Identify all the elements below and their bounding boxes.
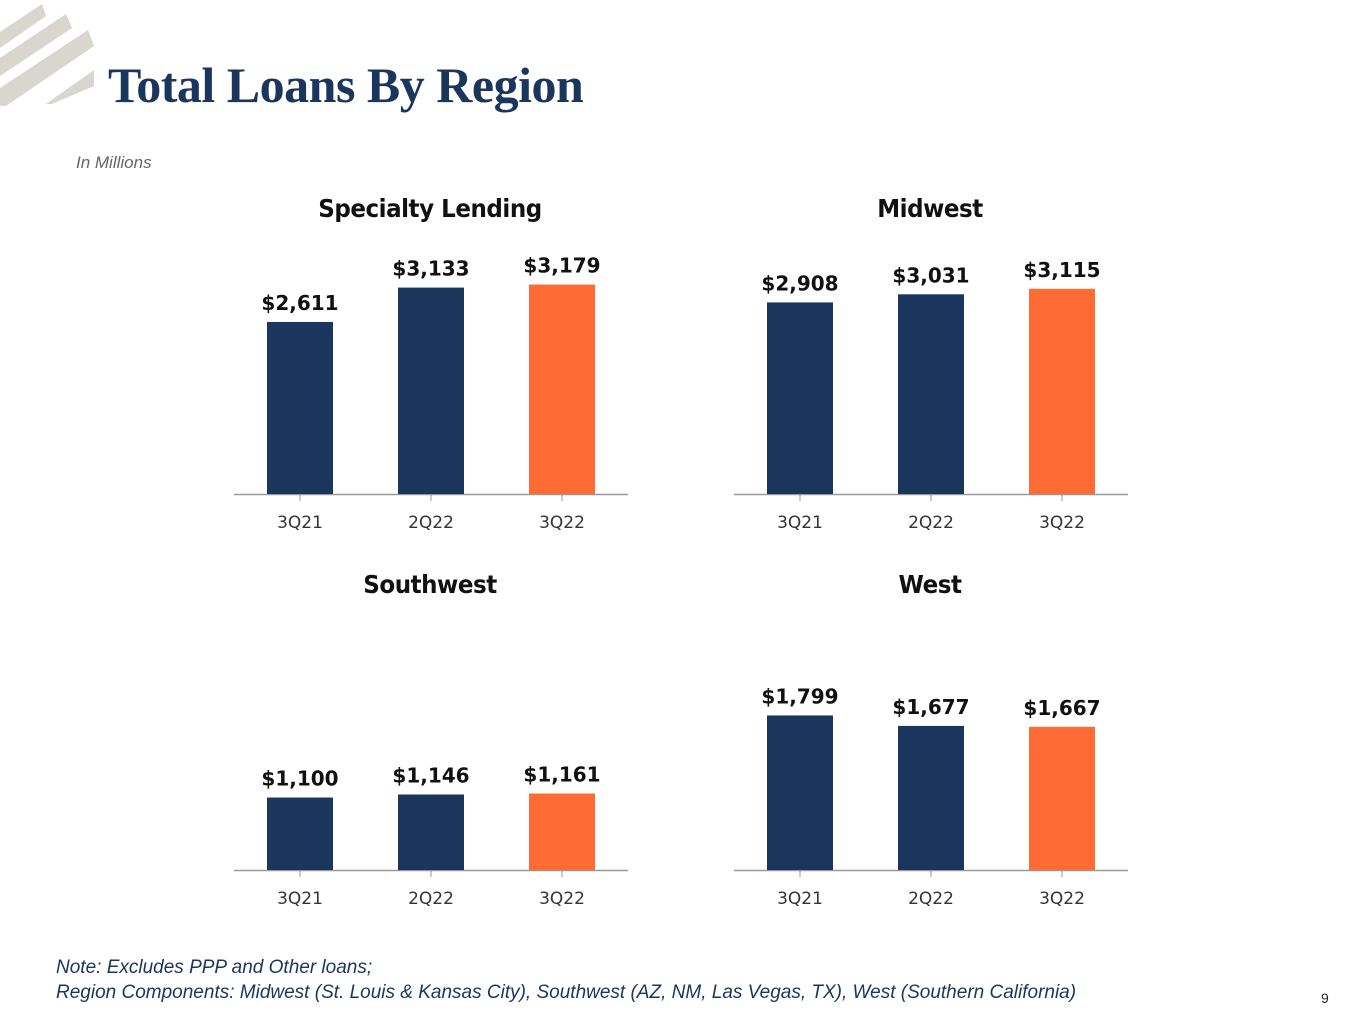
chart-southwest: Southwest $1,100 3Q21 $1,146 2Q22 $1,161 3Q22 <box>225 566 635 916</box>
x-tick-label: 3Q22 <box>539 513 585 533</box>
data-label: $3,179 <box>523 254 600 278</box>
footnote-line: Note: Excludes PPP and Other loans; <box>56 957 373 978</box>
x-tick-label: 2Q22 <box>908 513 954 533</box>
chart-title: Southwest <box>363 570 497 599</box>
data-label: $1,799 <box>761 684 838 708</box>
data-label: $1,667 <box>1023 696 1100 720</box>
data-label: $1,146 <box>392 763 469 787</box>
bar-3q21 <box>767 715 833 870</box>
footnote: Note: Excludes PPP and Other loans; Regi… <box>56 955 1076 1005</box>
x-tick-label: 3Q21 <box>277 513 323 533</box>
chart-specialty-lending: Specialty Lending $2,611 3Q21 $3,133 2Q22 $3… <box>225 190 635 540</box>
units-subtitle: In Millions <box>76 153 152 172</box>
chart-plot: $2,611 3Q21 $3,133 2Q22 $3,179 3Q22 <box>234 254 628 533</box>
x-tick-label: 3Q21 <box>777 513 823 533</box>
data-label: $2,908 <box>761 271 838 295</box>
page-title: Total Loans By Region <box>108 57 584 113</box>
bar-3q22 <box>529 793 595 870</box>
chart-plot: $1,799 3Q21 $1,677 2Q22 $1,667 3Q22 <box>734 684 1128 909</box>
page-number: 9 <box>1321 990 1329 1006</box>
x-tick-label: 2Q22 <box>408 889 454 909</box>
bar-3q21 <box>767 302 833 494</box>
data-label: $3,115 <box>1023 258 1100 282</box>
chart-title: Specialty Lending <box>318 194 542 223</box>
chart-plot: $1,100 3Q21 $1,146 2Q22 $1,161 3Q22 <box>234 763 628 909</box>
x-tick-label: 3Q22 <box>1039 889 1085 909</box>
chart-midwest: Midwest $2,908 3Q21 $3,031 2Q22 $3,115 3Q22 <box>725 190 1135 540</box>
data-label: $1,161 <box>523 763 600 787</box>
bar-3q21 <box>267 797 333 870</box>
bar-2q22 <box>898 725 964 870</box>
data-label: $1,100 <box>261 767 338 791</box>
footnote-line: Region Components: Midwest (St. Louis & … <box>56 982 1077 1003</box>
bar-2q22 <box>398 287 464 494</box>
x-tick-label: 3Q22 <box>539 889 585 909</box>
bar-3q21 <box>267 321 333 494</box>
company-logo-icon <box>0 4 94 106</box>
bar-3q22 <box>1029 288 1095 494</box>
chart-title: West <box>898 570 962 599</box>
x-tick-label: 2Q22 <box>408 513 454 533</box>
x-tick-label: 3Q21 <box>777 889 823 909</box>
chart-plot: $2,908 3Q21 $3,031 2Q22 $3,115 3Q22 <box>734 258 1128 533</box>
bar-3q22 <box>1029 726 1095 870</box>
chart-west: West $1,799 3Q21 $1,677 2Q22 $1,667 3Q22 <box>725 566 1135 916</box>
bar-2q22 <box>398 794 464 870</box>
bar-2q22 <box>898 294 964 494</box>
bar-3q22 <box>529 284 595 494</box>
data-label: $3,031 <box>892 263 969 287</box>
x-tick-label: 3Q22 <box>1039 513 1085 533</box>
x-tick-label: 2Q22 <box>908 889 954 909</box>
data-label: $3,133 <box>392 257 469 281</box>
data-label: $1,677 <box>892 695 969 719</box>
chart-title: Midwest <box>877 194 983 223</box>
data-label: $2,611 <box>261 291 338 315</box>
x-tick-label: 3Q21 <box>277 889 323 909</box>
